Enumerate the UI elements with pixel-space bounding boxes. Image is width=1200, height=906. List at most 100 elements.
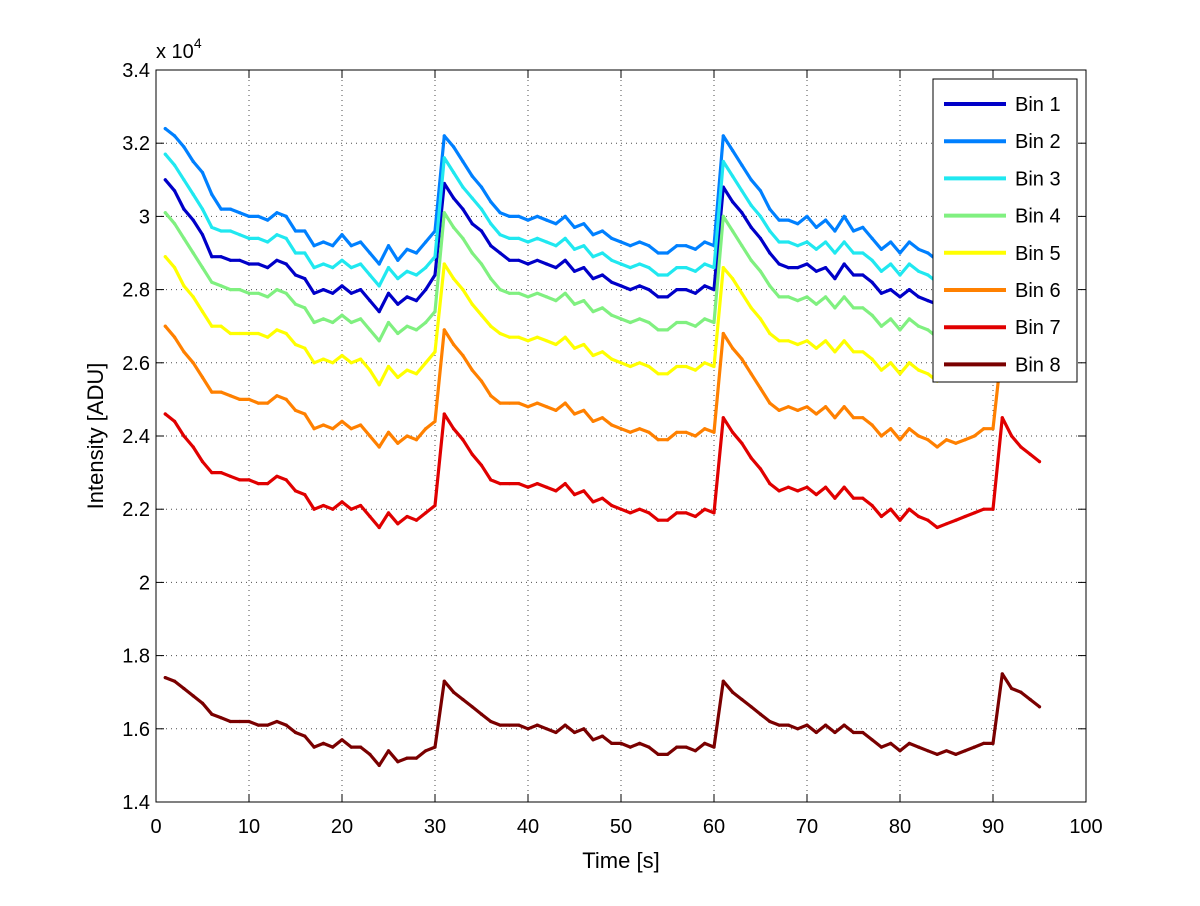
data-point bbox=[275, 394, 279, 398]
data-point bbox=[479, 262, 484, 266]
series-bin-7 bbox=[163, 412, 1042, 530]
data-point bbox=[563, 214, 567, 218]
legend-label: Bin 2 bbox=[1015, 131, 1061, 153]
data-point bbox=[768, 719, 772, 724]
data-point bbox=[824, 723, 828, 727]
data-point bbox=[879, 324, 884, 328]
data-point bbox=[749, 456, 753, 460]
data-point bbox=[517, 214, 521, 218]
data-point bbox=[796, 727, 800, 731]
data-point bbox=[312, 361, 316, 365]
data-point bbox=[870, 423, 874, 427]
data-point bbox=[452, 342, 456, 347]
data-point bbox=[861, 306, 865, 310]
data-point bbox=[684, 745, 688, 749]
data-point bbox=[321, 503, 325, 508]
data-point bbox=[182, 236, 186, 240]
data-point bbox=[656, 372, 660, 376]
x-tick-label: 60 bbox=[703, 816, 725, 838]
data-point bbox=[842, 262, 846, 266]
data-point bbox=[210, 225, 214, 229]
data-point bbox=[619, 741, 623, 746]
data-point bbox=[814, 225, 818, 229]
data-point bbox=[824, 218, 828, 222]
data-point bbox=[665, 372, 670, 376]
data-point bbox=[377, 763, 381, 768]
data-point bbox=[814, 269, 818, 273]
data-point bbox=[861, 416, 865, 420]
data-point bbox=[628, 288, 632, 292]
legend-label: Bin 1 bbox=[1015, 94, 1061, 116]
data-point bbox=[433, 419, 437, 423]
data-point bbox=[554, 222, 558, 226]
data-point bbox=[1019, 690, 1023, 694]
data-point bbox=[293, 342, 298, 347]
legend-entry-bin-7: Bin 7 bbox=[944, 317, 1061, 339]
data-point bbox=[907, 317, 911, 321]
data-point bbox=[359, 423, 363, 427]
y-tick-label: 3.2 bbox=[122, 133, 150, 155]
data-point bbox=[442, 156, 446, 160]
data-point bbox=[907, 507, 911, 511]
data-point bbox=[173, 679, 177, 683]
data-point bbox=[424, 749, 428, 753]
data-point bbox=[266, 482, 270, 486]
data-point bbox=[1010, 686, 1014, 691]
data-point bbox=[786, 240, 791, 244]
data-point bbox=[228, 331, 232, 336]
data-point bbox=[768, 207, 772, 211]
data-point bbox=[731, 277, 735, 281]
data-point bbox=[591, 277, 595, 281]
data-point bbox=[907, 262, 911, 266]
data-point bbox=[591, 500, 595, 504]
data-point bbox=[275, 328, 279, 332]
data-point bbox=[675, 430, 679, 434]
data-point bbox=[321, 317, 325, 321]
data-point bbox=[386, 244, 391, 248]
data-point bbox=[517, 401, 521, 405]
data-point bbox=[647, 364, 651, 369]
data-point bbox=[898, 372, 902, 376]
data-point bbox=[1037, 705, 1042, 709]
data-point bbox=[545, 218, 549, 222]
data-point bbox=[461, 185, 465, 189]
data-point bbox=[768, 229, 772, 233]
data-point bbox=[944, 522, 949, 526]
data-point bbox=[554, 408, 558, 412]
data-point bbox=[163, 412, 167, 416]
data-point bbox=[665, 518, 670, 522]
data-point bbox=[740, 189, 744, 193]
data-point bbox=[693, 324, 698, 328]
data-point bbox=[535, 258, 539, 262]
data-point bbox=[805, 214, 809, 218]
data-point bbox=[786, 339, 791, 343]
data-point bbox=[507, 214, 511, 218]
data-point bbox=[1000, 672, 1004, 676]
data-point bbox=[163, 324, 167, 328]
data-point bbox=[377, 310, 381, 314]
data-point bbox=[786, 295, 791, 299]
data-point bbox=[572, 247, 577, 251]
data-point bbox=[851, 229, 856, 233]
data-point bbox=[303, 229, 307, 233]
data-point bbox=[675, 244, 679, 248]
data-point bbox=[414, 438, 418, 442]
data-point bbox=[563, 335, 567, 339]
data-point bbox=[368, 251, 372, 255]
data-point bbox=[200, 375, 205, 379]
data-point bbox=[638, 317, 642, 321]
data-point bbox=[303, 734, 307, 738]
data-point bbox=[312, 291, 316, 295]
data-point bbox=[405, 269, 409, 273]
x-axis-tick-labels: 0 10 20 30 40 50 60 70 80 90 100 bbox=[150, 816, 1102, 838]
data-point bbox=[517, 258, 521, 262]
data-point bbox=[433, 273, 437, 277]
data-point bbox=[349, 427, 353, 431]
data-point bbox=[740, 697, 744, 702]
data-point bbox=[331, 291, 335, 295]
data-point bbox=[256, 482, 260, 486]
data-point bbox=[889, 262, 893, 266]
data-point bbox=[935, 445, 939, 449]
data-point bbox=[470, 251, 474, 255]
data-point bbox=[433, 310, 437, 314]
